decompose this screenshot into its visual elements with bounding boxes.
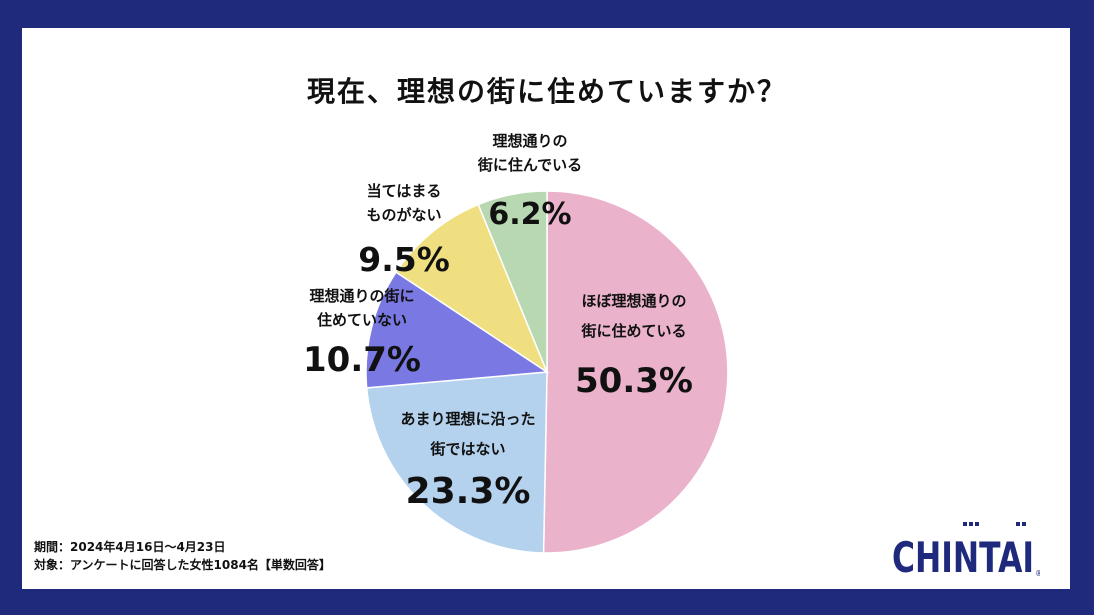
slice-label: 当てはまる bbox=[367, 182, 442, 200]
slice-label: 理想通りの bbox=[492, 132, 567, 150]
slice-label: 街に住めている bbox=[580, 322, 686, 340]
survey-target: 対象：アンケートに回答した女性1084名【単数回答】 bbox=[34, 558, 331, 572]
pie-slice bbox=[365, 371, 548, 554]
slice-value-label: 23.3% bbox=[406, 471, 531, 512]
slice-label: 住めていない bbox=[317, 311, 407, 329]
pie-slice bbox=[477, 190, 548, 373]
slice-value-label: 9.5% bbox=[358, 240, 450, 279]
chintai-logo: CHINTAI ® bbox=[892, 522, 1040, 580]
pie-slice bbox=[394, 203, 549, 374]
slice-label: 街に住んでいる bbox=[477, 156, 582, 174]
slice-label: 理想通りの街に bbox=[309, 287, 414, 305]
survey-period: 期間：2024年4月16日～4月23日 bbox=[34, 540, 226, 554]
slice-label: ほぼ理想通りの bbox=[581, 292, 686, 310]
slice-label: 街ではない bbox=[429, 440, 505, 458]
slice-label: ものがない bbox=[366, 206, 441, 224]
slice-value-label: 10.7% bbox=[303, 340, 421, 380]
pie-slice bbox=[365, 271, 550, 389]
slice-label: あまり理想に沿った bbox=[400, 410, 535, 428]
pie-slice bbox=[542, 190, 729, 554]
svg-text:®: ® bbox=[1035, 569, 1040, 578]
slice-value-label: 50.3% bbox=[575, 361, 693, 401]
svg-text:CHINTAI: CHINTAI bbox=[892, 533, 1034, 580]
slice-value-label: 6.2% bbox=[488, 197, 571, 232]
chart-title: 現在、理想の街に住めていますか？ bbox=[306, 75, 787, 108]
